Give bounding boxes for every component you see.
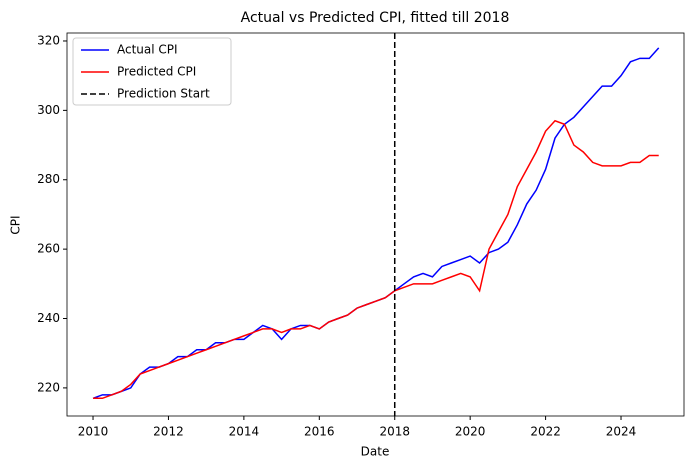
x-tick-label: 2010	[78, 425, 109, 439]
x-axis-label: Date	[361, 445, 390, 459]
plot-frame	[66, 32, 685, 417]
x-tick-label: 2018	[379, 425, 410, 439]
y-axis-label: CPI	[9, 215, 23, 234]
x-tick-label: 2020	[455, 425, 486, 439]
x-tick-label: 2016	[304, 425, 335, 439]
line	[93, 119, 659, 400]
legend-label: Predicted CPI	[117, 65, 196, 79]
y-tick-label: 300	[37, 103, 60, 117]
x-tick-label: 2024	[606, 425, 637, 439]
y-tick-label: 280	[37, 172, 60, 186]
chart-title: Actual vs Predicted CPI, fitted till 201…	[241, 10, 510, 26]
legend	[72, 37, 232, 106]
x-tick-label: 2022	[530, 425, 561, 439]
legend-label: Prediction Start	[117, 87, 210, 101]
y-tick-label: 320	[37, 33, 60, 47]
y-tick-label: 220	[37, 380, 60, 394]
legend-label: Actual CPI	[117, 43, 178, 57]
x-tick-label: 2012	[153, 425, 184, 439]
y-tick-label: 240	[37, 311, 60, 325]
y-tick-label: 260	[37, 242, 60, 256]
x-tick-label: 2014	[229, 425, 260, 439]
